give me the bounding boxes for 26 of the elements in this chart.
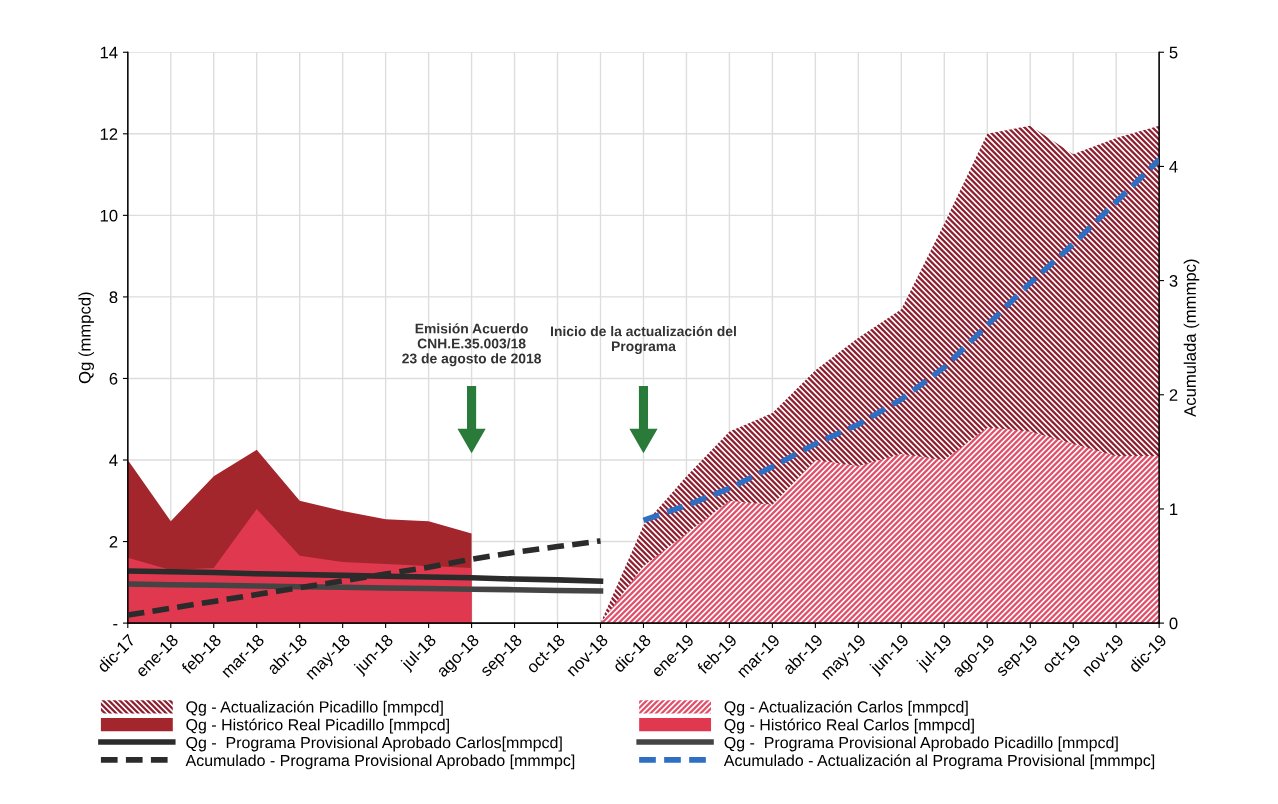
legend-label: Qg - Histórico Real Picadillo [mmpcd]: [186, 718, 449, 734]
annotation: Inicio de la actualización del Programa: [551, 325, 736, 354]
annotation: Emisión Acuerdo CNH.E.35.003/18 23 de agosto de 2018: [402, 323, 542, 367]
y-axis-title: Qg (mmpcd): [78, 292, 94, 384]
legend-label: Qg - Histórico Real Carlos [mmpcd]: [724, 718, 974, 734]
y-tick-label: 14: [100, 46, 118, 59]
legend-label: Qg - Actualización Picadillo [mmpcd]: [186, 700, 443, 716]
y2-axis-title: Acumulada (mmmpc): [1183, 259, 1200, 417]
y-tick-label: 4: [109, 454, 118, 467]
y-tick-label: 12: [100, 128, 118, 140]
y-tick-label: 6: [109, 372, 118, 385]
legend-label: Qg - Programa Provisional Aprobado Carlos[mmpcd]: [186, 736, 562, 752]
legend-label: Qg - Programa Provisional Aprobado Picadillo [mmpcd]: [724, 736, 1118, 752]
legend-label: Acumulado - Programa Provisional Aprobado [mmmpc]: [185, 754, 575, 770]
y-tick-label: 2: [109, 535, 118, 548]
y2-tick-label: 0: [1169, 617, 1178, 630]
y-tick-label: -: [113, 624, 118, 626]
legend-label: Acumulado - Actualización al Programa Provisional [mmmpc]: [723, 754, 1155, 770]
y2-tick-label: 4: [1169, 161, 1178, 173]
y2-tick-label: 1: [1170, 503, 1178, 515]
y-tick-label: 10: [100, 209, 118, 222]
y2-tick-label: 2: [1169, 389, 1178, 401]
legend-label: Qg - Actualización Carlos [mmpcd]: [724, 700, 968, 716]
y2-tick-label: 5: [1169, 46, 1178, 59]
y2-tick-label: 3: [1169, 275, 1178, 287]
y-tick-label: 8: [109, 291, 118, 304]
